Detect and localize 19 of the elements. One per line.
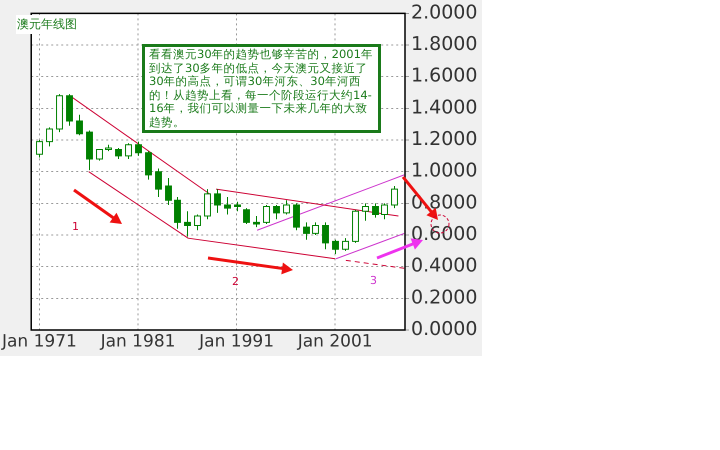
y-tick-label: 1.8000 xyxy=(411,33,478,55)
annotation: 看看澳元30年的趋势也够辛苦的，2001年到达了30多年的低点，今天澳元又接近了30年的高点，可谓30年河东、30年河西的！从趋势上看，每一个阶段运行大约14-16年，我们可以测量一下未来几年的大致趋势。 xyxy=(142,44,381,133)
chart-title: 澳元年线图 xyxy=(16,15,78,34)
annotation: 1 xyxy=(72,220,79,233)
y-tick-label: 1.4000 xyxy=(411,96,478,118)
y-tick-label: 0.6000 xyxy=(411,222,478,245)
x-tick-label: Jan 1971 xyxy=(1,332,77,352)
y-tick-label: 1.6000 xyxy=(411,64,478,87)
x-tick-label: Jan 1981 xyxy=(100,332,176,352)
y-tick-label: 0.0000 xyxy=(411,318,478,340)
y-tick-label: 0.2000 xyxy=(411,286,478,308)
annotation: 3 xyxy=(370,274,377,287)
y-tick-label: 1.0000 xyxy=(411,160,478,182)
annotation: 2 xyxy=(232,275,239,288)
y-tick-label: 1.2000 xyxy=(411,128,478,150)
y-tick-label: 2.0000 xyxy=(411,1,478,24)
y-tick-label: 0.4000 xyxy=(411,254,478,277)
x-tick-label: Jan 1991 xyxy=(198,332,274,352)
x-tick-label: Jan 2001 xyxy=(296,332,373,352)
